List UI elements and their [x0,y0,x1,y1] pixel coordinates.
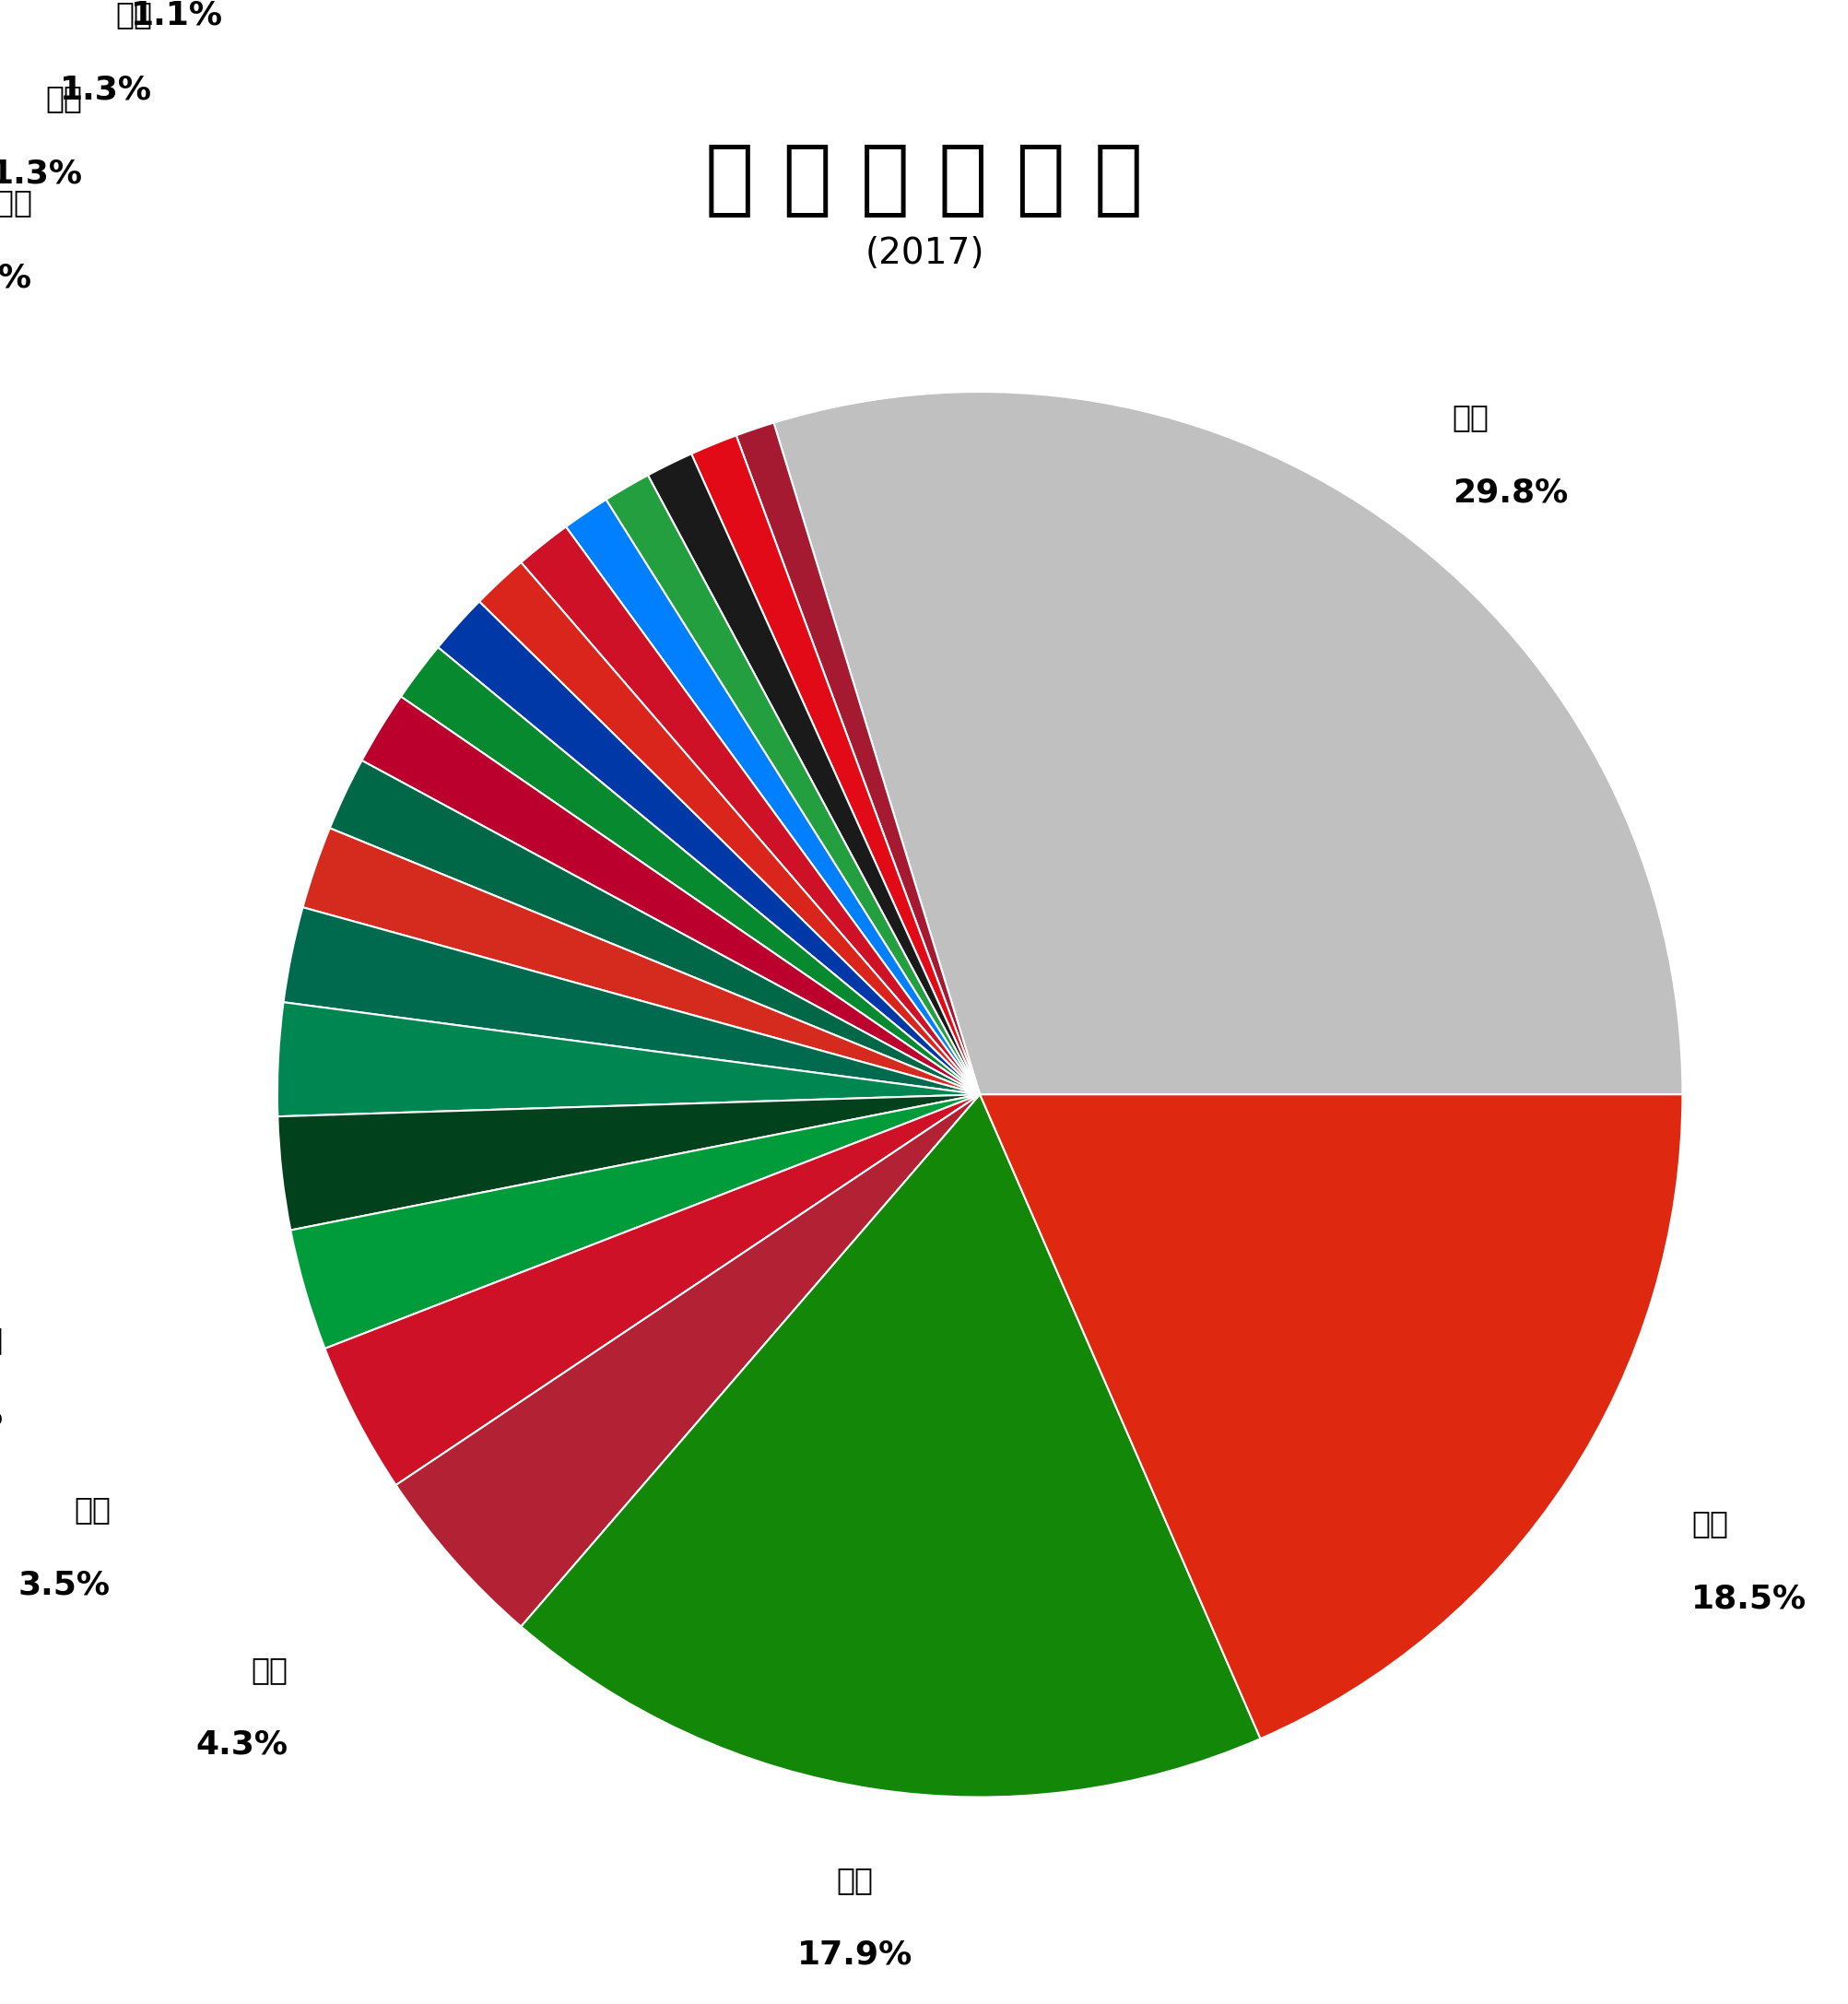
Text: 中國: 中國 [1691,1509,1728,1539]
Text: 埃及: 埃及 [115,0,152,30]
Wedge shape [290,1094,979,1349]
Wedge shape [979,1094,1682,1739]
Wedge shape [303,828,979,1094]
Wedge shape [606,475,979,1094]
Wedge shape [362,697,979,1094]
Text: 1.3%: 1.3% [0,158,83,190]
Text: 1.1%: 1.1% [131,0,222,30]
Text: 越南: 越南 [46,84,83,114]
Text: 17.9%: 17.9% [796,1940,913,1970]
Wedge shape [438,601,979,1094]
Wedge shape [772,393,1682,1094]
Text: (2017): (2017) [865,236,983,271]
Text: 1.4%: 1.4% [0,263,33,295]
Text: 3.5%: 3.5% [18,1569,111,1601]
Wedge shape [647,453,979,1094]
Text: 其他: 其他 [1453,403,1489,433]
Text: 18.5%: 18.5% [1691,1583,1805,1613]
Wedge shape [325,1094,979,1485]
Text: 29.8%: 29.8% [1453,477,1567,509]
Text: 印尼: 印尼 [74,1495,111,1525]
Wedge shape [691,435,979,1094]
Wedge shape [479,563,979,1094]
Wedge shape [736,423,979,1094]
Wedge shape [521,1094,1260,1798]
Text: 4.3%: 4.3% [196,1729,288,1762]
Wedge shape [329,760,979,1094]
Text: 世 界 人 口 比 例: 世 界 人 口 比 例 [706,138,1142,218]
Wedge shape [401,647,979,1094]
Wedge shape [395,1094,979,1627]
Text: 印度: 印度 [837,1864,874,1896]
Wedge shape [283,908,979,1094]
Wedge shape [565,499,979,1094]
Text: 巴西: 巴西 [0,1325,4,1355]
Text: 菲律賓: 菲律賓 [0,188,33,218]
Text: 2.8%: 2.8% [0,1401,4,1431]
Wedge shape [277,1094,979,1230]
Wedge shape [277,1002,979,1116]
Text: 1.3%: 1.3% [59,74,152,106]
Text: 美國: 美國 [251,1655,288,1685]
Wedge shape [521,527,979,1094]
